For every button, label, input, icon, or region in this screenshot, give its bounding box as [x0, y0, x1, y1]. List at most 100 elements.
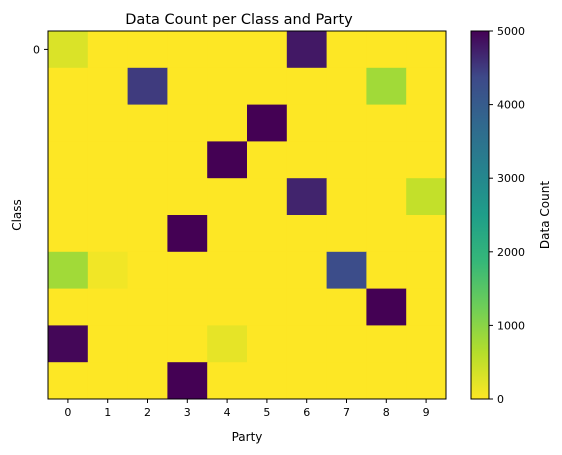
heatmap-cell	[207, 31, 248, 69]
heatmap-cell	[247, 31, 288, 69]
heatmap-cell	[167, 288, 208, 326]
heatmap-cell	[286, 178, 328, 216]
heatmap-cell	[406, 288, 447, 326]
heatmap-cell	[87, 251, 129, 290]
heatmap-cell	[48, 178, 89, 216]
heatmap-cell	[326, 141, 367, 179]
heatmap-cell	[247, 288, 288, 326]
heatmap-cell	[247, 67, 288, 106]
heatmap-cell	[366, 178, 407, 216]
heatmap-cell	[207, 362, 248, 400]
x-tick-label: 9	[423, 406, 430, 419]
heatmap-cell	[48, 31, 89, 69]
x-tick-label: 7	[343, 406, 350, 419]
x-tick-label: 2	[144, 406, 151, 419]
heatmap-cell	[207, 251, 248, 290]
heatmap-cell	[127, 141, 168, 179]
heatmap-cell	[207, 178, 248, 216]
heatmap-cell	[167, 362, 208, 400]
heatmap-cell	[247, 104, 288, 142]
heatmap-cell	[207, 141, 248, 179]
heatmap-cell	[366, 288, 407, 326]
x-tick-label: 4	[224, 406, 231, 419]
heatmap-cell	[406, 67, 447, 106]
heatmap-cell	[167, 104, 208, 142]
colorbar-label: Data Count	[538, 181, 552, 249]
heatmap-cell	[286, 104, 328, 142]
heatmap-cell	[167, 215, 208, 253]
heatmap-cell	[207, 215, 248, 253]
heatmap-cell	[326, 325, 367, 363]
heatmap-cell	[366, 141, 407, 179]
heatmap-cell	[87, 67, 129, 106]
heatmap-cell	[127, 104, 168, 142]
heatmap-cell	[207, 67, 248, 106]
heatmap-cell	[247, 215, 288, 253]
heatmap-cell	[366, 325, 407, 363]
heatmap-cell	[48, 362, 89, 400]
heatmap-cell	[87, 288, 129, 326]
heatmap-cell	[127, 215, 168, 253]
heatmap-cell	[127, 67, 168, 106]
colorbar-tick-label: 5000	[497, 25, 525, 38]
heatmap-cell	[406, 104, 447, 142]
heatmap-cell	[127, 251, 168, 290]
heatmap-cell	[207, 325, 248, 363]
x-tick-label: 6	[303, 406, 310, 419]
heatmap-cell	[127, 288, 168, 326]
heatmap-cell	[247, 325, 288, 363]
heatmap-cell	[87, 104, 129, 142]
heatmap-cell	[326, 251, 367, 290]
heatmap-cell	[366, 215, 407, 253]
colorbar-tick-label: 4000	[497, 99, 525, 112]
colorbar-tick-label: 0	[497, 393, 504, 406]
heatmap-cell	[167, 31, 208, 69]
heatmap-cell	[87, 31, 129, 69]
heatmap-cell	[286, 31, 328, 69]
heatmap-cell	[127, 31, 168, 69]
y-tick-label: 0	[33, 43, 40, 56]
heatmap-cell	[286, 288, 328, 326]
x-tick-label: 3	[184, 406, 191, 419]
heatmap-cell	[286, 325, 328, 363]
heatmap-cell	[48, 104, 89, 142]
colorbar-tick-label: 3000	[497, 172, 525, 185]
x-tick-label: 5	[263, 406, 270, 419]
heatmap-cell	[48, 67, 89, 106]
heatmap-cell	[366, 31, 407, 69]
x-ticks: 0 1 2 3 4 5 6 7 8 9	[64, 399, 430, 419]
heatmap-cell	[406, 251, 447, 290]
heatmap-cell	[247, 251, 288, 290]
heatmap-cell	[167, 251, 208, 290]
heatmap-cell	[286, 362, 328, 400]
x-tick-label: 1	[104, 406, 111, 419]
heatmap-cell	[127, 178, 168, 216]
colorbar-ticks: 0 1000 2000 3000 4000 5000	[489, 25, 525, 406]
colorbar-gradient	[470, 30, 490, 400]
heatmap-cell	[326, 178, 367, 216]
heatmap-cell	[406, 31, 447, 69]
chart-title: Data Count per Class and Party	[125, 12, 353, 28]
heatmap-cell	[366, 362, 407, 400]
heatmap-cell	[127, 362, 168, 400]
y-ticks: 0	[33, 43, 48, 56]
heatmap-cell	[207, 288, 248, 326]
heatmap-cell	[326, 67, 367, 106]
plot-frame	[47, 30, 447, 400]
heatmap-cell	[366, 67, 407, 106]
heatmap-cell	[406, 362, 447, 400]
heatmap-cell	[286, 215, 328, 253]
heatmap-cell	[87, 141, 129, 179]
heatmap-cell	[167, 141, 208, 179]
y-axis-label: Class	[10, 199, 24, 231]
heatmap-cell	[127, 325, 168, 363]
heatmap-cell	[286, 141, 328, 179]
heatmap-cell	[366, 251, 407, 290]
heatmap-cell	[48, 325, 89, 363]
heatmap-cell	[366, 104, 407, 142]
heatmap-cell	[87, 325, 129, 363]
colorbar: 0 1000 2000 3000 4000 5000 Data Count	[470, 25, 552, 406]
heatmap-cell	[406, 325, 447, 363]
heatmap-cell	[326, 104, 367, 142]
